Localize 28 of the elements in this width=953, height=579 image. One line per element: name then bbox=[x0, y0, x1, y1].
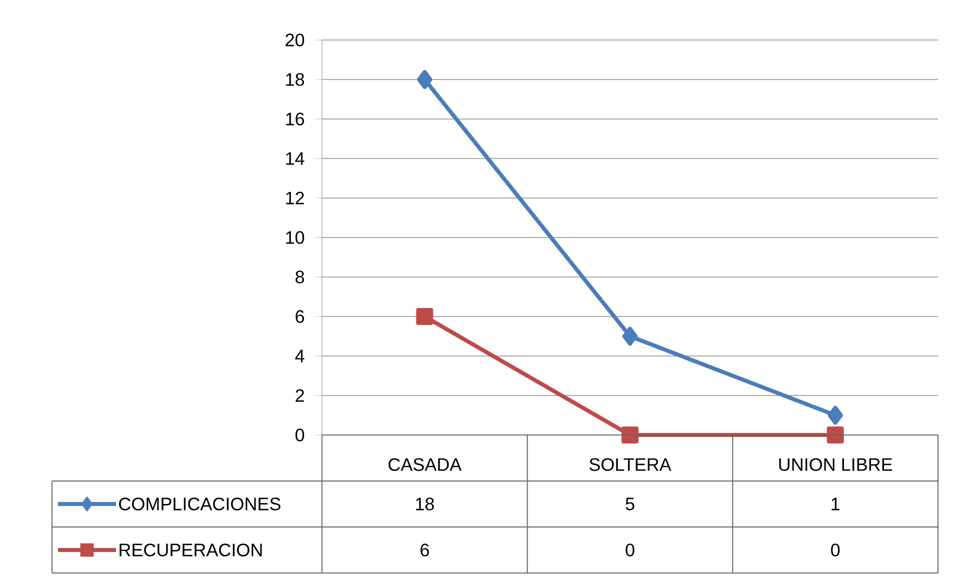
y-tick-label: 10 bbox=[286, 231, 304, 244]
data-label: 6 bbox=[420, 544, 429, 556]
legend-label: RECUPERACION bbox=[120, 544, 262, 556]
y-tick-label: 14 bbox=[286, 152, 304, 165]
x-tick-label: CASADA bbox=[388, 458, 462, 471]
point bbox=[622, 426, 639, 444]
y-tick-label: 18 bbox=[286, 73, 304, 86]
data-label: 5 bbox=[626, 498, 634, 510]
data-label: 0 bbox=[626, 544, 634, 556]
data-label: 1 bbox=[832, 498, 840, 510]
y-tick-label: 8 bbox=[296, 270, 304, 284]
point bbox=[828, 406, 843, 425]
point bbox=[622, 326, 638, 346]
y-tick-label: 4 bbox=[295, 350, 304, 362]
y-tick-label: 0 bbox=[296, 428, 304, 442]
x-tick-label: SOLTERA bbox=[589, 458, 672, 471]
data-label: 18 bbox=[416, 498, 434, 510]
y-tick-label: 12 bbox=[286, 192, 304, 204]
point bbox=[417, 70, 432, 89]
point bbox=[826, 426, 844, 444]
y-tick-label: 2 bbox=[296, 389, 304, 402]
y-tick-label: 6 bbox=[296, 310, 304, 323]
x-tick-label: UNION LIBRE bbox=[779, 458, 892, 471]
y-tick-label: 16 bbox=[286, 112, 304, 126]
data-label: 0 bbox=[831, 544, 840, 556]
y-tick-label: 20 bbox=[286, 34, 304, 46]
legend-label: COMPLICACIONES bbox=[119, 498, 280, 510]
point bbox=[416, 308, 434, 325]
